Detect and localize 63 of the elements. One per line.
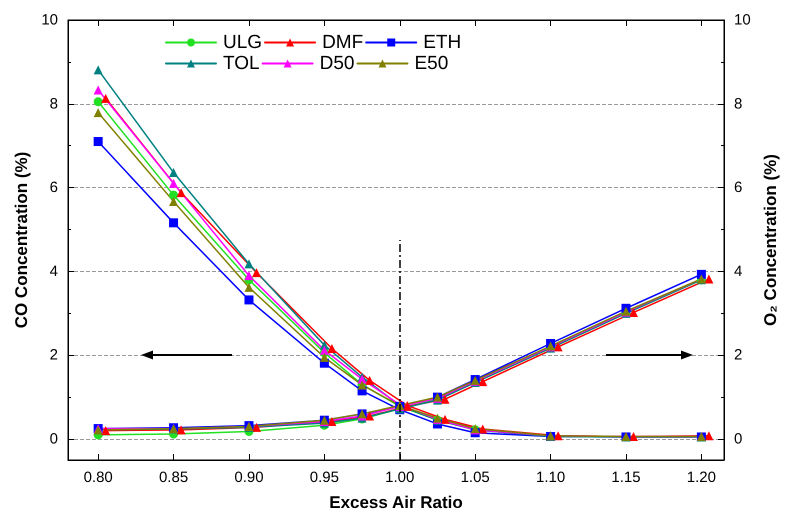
point xyxy=(176,425,186,434)
point xyxy=(440,394,450,404)
y-tick-label: 6 xyxy=(50,179,58,196)
y2-tick-label: 6 xyxy=(734,179,742,196)
legend-label: DMF xyxy=(322,32,364,53)
point xyxy=(252,422,262,432)
point xyxy=(94,108,103,118)
point xyxy=(629,308,638,317)
point xyxy=(320,346,329,355)
point xyxy=(169,178,178,188)
y-tick-label: 8 xyxy=(50,95,58,112)
point xyxy=(440,414,450,424)
point xyxy=(478,377,488,386)
point xyxy=(169,168,178,178)
y2-axis-title: O₂ Concentration (%) xyxy=(761,154,780,326)
point xyxy=(101,426,110,436)
y2-tick-label: 4 xyxy=(734,262,742,280)
point xyxy=(94,65,103,74)
legend-label: ULG xyxy=(223,32,262,53)
y-axis-title: CO Concentration (%) xyxy=(12,152,31,328)
point xyxy=(94,137,103,146)
point xyxy=(169,196,178,206)
y2-tick-label: 10 xyxy=(734,12,751,28)
x-axis-title: Excess Air Ratio xyxy=(329,493,463,512)
legend-label: D50 xyxy=(320,53,354,74)
y2-tick-label: 0 xyxy=(734,430,742,448)
point xyxy=(327,416,336,426)
legend-label: TOL xyxy=(223,53,260,74)
point xyxy=(252,268,262,278)
x-tick-label: 0.95 xyxy=(310,469,339,486)
x-tick-label: 0.90 xyxy=(234,469,264,486)
point xyxy=(94,85,103,94)
y2-tick-label: 2 xyxy=(734,346,742,364)
point xyxy=(244,259,254,268)
x-tick-label: 1.20 xyxy=(686,469,716,486)
point xyxy=(244,282,254,292)
point xyxy=(94,97,103,106)
point xyxy=(244,295,254,304)
y-tick-label: 0 xyxy=(50,430,58,448)
point xyxy=(554,342,563,352)
point xyxy=(320,352,329,362)
x-tick-label: 1.15 xyxy=(611,469,641,486)
point xyxy=(101,94,110,103)
x-tick-label: 0.85 xyxy=(158,469,188,486)
x-tick-label: 0.80 xyxy=(84,469,113,486)
point xyxy=(176,188,186,198)
y-tick-label: 4 xyxy=(50,262,58,280)
point xyxy=(365,412,374,420)
point xyxy=(704,274,714,284)
y-tick-label: 10 xyxy=(41,12,58,28)
x-tick-label: 1.10 xyxy=(536,469,566,486)
y2-tick-label: 8 xyxy=(734,95,742,112)
y-tick-label: 2 xyxy=(50,346,58,364)
point xyxy=(169,218,178,228)
legend-label: E50 xyxy=(414,53,448,74)
point xyxy=(365,376,374,385)
x-tick-label: 1.05 xyxy=(460,469,490,486)
point xyxy=(244,271,254,280)
point xyxy=(629,432,638,442)
x-tick-label: 1.00 xyxy=(385,469,414,486)
point xyxy=(327,344,336,354)
legend-label: ETH xyxy=(423,32,462,53)
point xyxy=(169,190,178,200)
